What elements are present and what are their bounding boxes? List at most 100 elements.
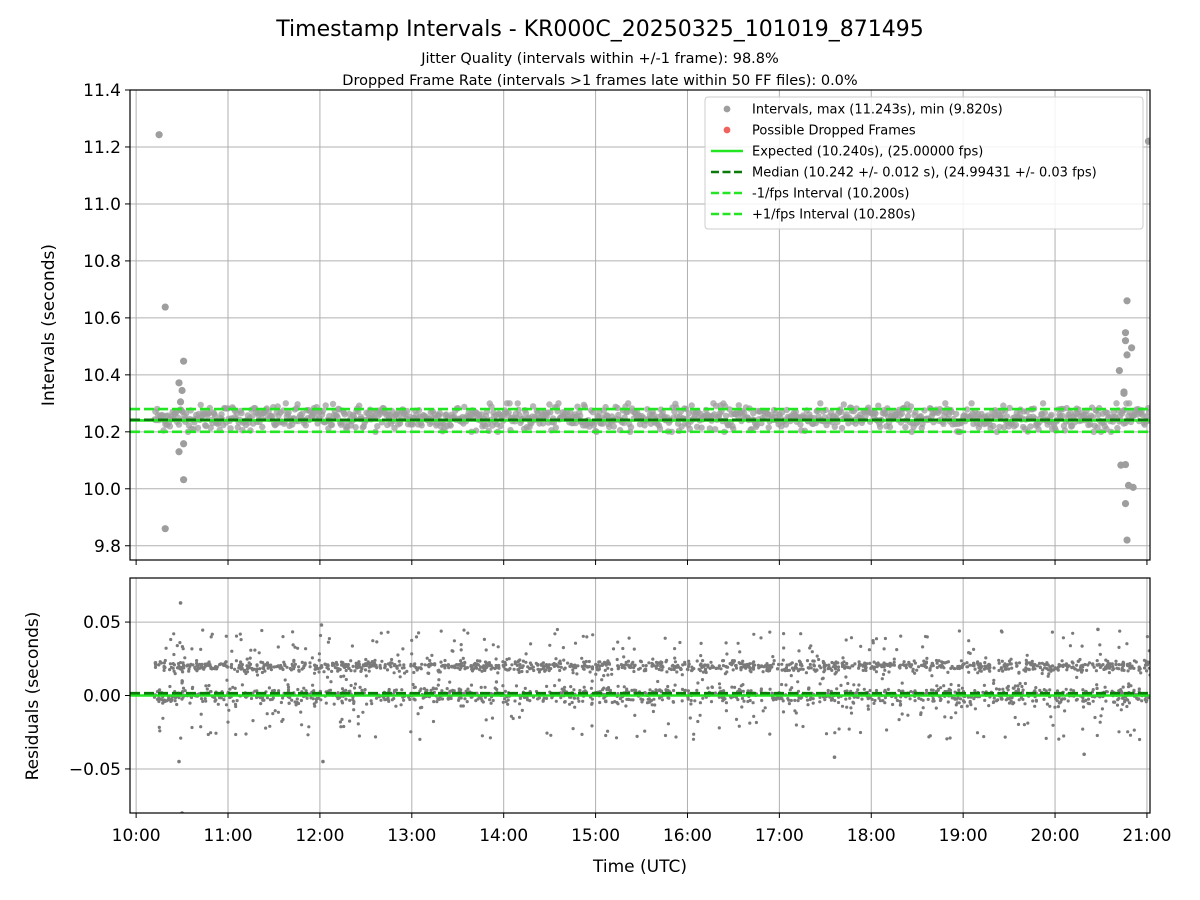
residual-point [234, 634, 239, 638]
residual-point [469, 683, 474, 687]
residual-point [955, 666, 960, 671]
residual-point [439, 629, 443, 633]
residual-point [960, 705, 964, 709]
residual-point [293, 662, 297, 666]
residual-point [330, 669, 334, 674]
residual-point [703, 669, 708, 673]
residual-point [169, 637, 173, 642]
residual-point [490, 716, 495, 720]
residual-point [1139, 671, 1143, 675]
residual-point [1140, 699, 1144, 703]
residual-point [953, 697, 957, 701]
residual-point [469, 664, 473, 668]
residual-point [1114, 659, 1118, 663]
residual-point [849, 711, 854, 715]
residual-point [561, 646, 566, 650]
residual-point [491, 698, 495, 703]
interval-outlier-point [178, 386, 186, 395]
residual-point [748, 698, 752, 703]
residual-point [529, 642, 533, 646]
residual-point [431, 687, 436, 691]
residual-point [196, 667, 200, 671]
residual-point [1017, 671, 1021, 675]
residual-point [719, 667, 723, 671]
residual-point [698, 713, 702, 717]
residual-point [852, 683, 856, 687]
residual-point [465, 700, 469, 704]
residual-point [521, 664, 525, 668]
residual-point [446, 697, 450, 701]
residual-point [178, 641, 182, 645]
residual-point [979, 666, 983, 670]
residual-point [897, 688, 901, 693]
residual-point [939, 686, 943, 690]
residual-point [554, 657, 558, 661]
residual-point [346, 666, 350, 670]
residual-point [1050, 630, 1054, 634]
residual-point [1071, 631, 1075, 635]
residual-point [706, 663, 710, 667]
residual-point [606, 688, 611, 692]
residual-point [884, 662, 888, 666]
residual-point [866, 704, 870, 708]
residual-point [751, 664, 756, 668]
residual-point [400, 688, 404, 692]
residual-point [528, 699, 532, 703]
residual-point [972, 647, 976, 652]
residual-point [992, 678, 996, 683]
interval-point [998, 412, 1005, 419]
residual-point [921, 698, 925, 702]
interval-point [227, 425, 234, 432]
residual-point [173, 696, 178, 700]
residual-point [872, 660, 876, 664]
residual-point [1081, 696, 1085, 700]
interval-point [154, 405, 161, 413]
residual-point [770, 691, 774, 695]
residual-point [413, 698, 417, 702]
residual-point [576, 696, 580, 701]
interval-point [356, 402, 363, 409]
residual-point [577, 699, 581, 703]
residual-point [201, 628, 205, 632]
residual-point [340, 687, 345, 691]
residual-point [902, 660, 906, 664]
residual-point [183, 656, 187, 660]
residual-point [805, 698, 810, 702]
intervals-x-ticks [135, 560, 1148, 565]
residual-point [571, 727, 575, 731]
residual-point [870, 697, 874, 702]
x-tick-label: 20:00 [1031, 826, 1080, 846]
residual-point [931, 697, 935, 701]
interval-point [730, 425, 737, 433]
interval-point [1113, 400, 1120, 407]
interval-point [1000, 402, 1007, 409]
residual-point [487, 661, 491, 665]
residual-point [544, 664, 548, 668]
interval-point [902, 424, 909, 431]
interval-point [817, 400, 824, 407]
residual-point [910, 663, 914, 667]
residual-point [954, 711, 958, 715]
residual-point [247, 661, 251, 665]
residual-point [1048, 688, 1052, 692]
residual-point [265, 696, 269, 700]
residual-point [1085, 668, 1089, 673]
residual-point [265, 712, 269, 716]
residual-point [445, 687, 449, 691]
residual-point [233, 686, 237, 691]
residual-point [992, 700, 996, 704]
residual-point [480, 734, 484, 738]
interval-outlier-point [1121, 337, 1130, 345]
residual-point [1107, 662, 1111, 666]
residual-point [853, 662, 857, 666]
residual-point [462, 664, 466, 668]
residuals-x-axis-label: Time (UTC) [592, 857, 687, 877]
residual-point [763, 706, 767, 710]
residual-point [253, 648, 257, 652]
residual-point [646, 697, 650, 701]
interval-point [505, 409, 512, 416]
residual-point [1005, 686, 1009, 690]
residual-point [863, 661, 867, 665]
residual-point [895, 648, 899, 652]
residual-point [841, 664, 845, 668]
